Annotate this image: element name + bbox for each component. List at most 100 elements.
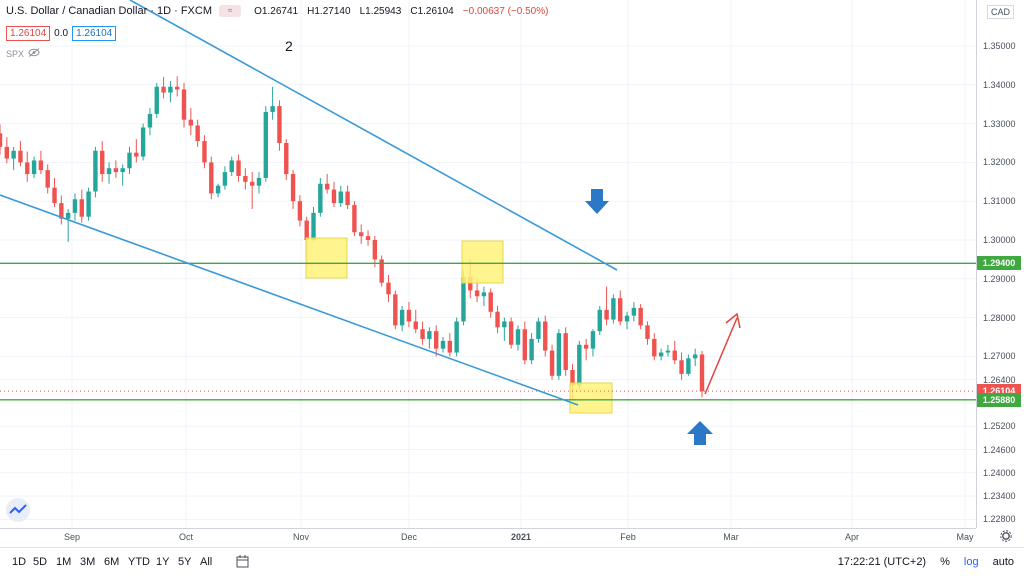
candle-body [175,86,180,90]
candle-body [672,350,677,361]
legend-toggle-icon[interactable]: ≈ [219,5,242,18]
range-button-5d[interactable]: 5D [33,556,48,568]
candle-body [52,187,57,204]
settings-gear-icon[interactable] [1000,530,1012,545]
ohlc-change: −0.00637 (−0.50%) [462,6,549,17]
price-axis[interactable]: CAD 1.35000 1.34000 1.33000 1.32000 1.31000 1… [976,0,1024,528]
price-tick-label: 1.32000 [983,157,1016,168]
candle-body [263,111,269,178]
candle-body [277,106,282,143]
candle-body [372,240,378,260]
candle-body [324,183,330,190]
candle-body [154,86,159,114]
ohlc-low: L1.25943 [359,6,402,17]
lower-trendline[interactable] [0,194,579,406]
candle-body [161,86,166,93]
highlight-box[interactable] [461,240,504,284]
upper-trendline[interactable] [129,0,618,271]
candle-body [577,344,582,386]
price-tick-label: 1.25200 [983,421,1016,432]
time-tick-label: Sep [63,532,81,542]
candle-body [331,189,337,204]
candle-body [379,259,384,283]
price-tick-label: 1.33000 [983,118,1016,129]
down-arrow-icon[interactable] [585,189,609,214]
sell-price-button[interactable]: 1.26104 [6,26,51,41]
candle-body [365,236,371,240]
candle-body [679,360,684,374]
range-button-5y[interactable]: 5Y [178,556,192,568]
candle-body [645,325,650,339]
candle-body [570,369,575,386]
candle-body [529,338,534,361]
range-button-3m[interactable]: 3M [80,556,96,568]
candle-body [604,309,609,320]
range-button-1d[interactable]: 1D [12,556,27,568]
eye-hidden-icon[interactable] [28,48,40,59]
candle-body [202,141,207,163]
candle-body [590,331,596,349]
candle-body [249,181,255,186]
candle-body [556,333,562,376]
candle-body [386,282,391,295]
range-button-6m[interactable]: 6M [104,556,120,568]
symbol-title[interactable]: U.S. Dollar / Canadian Dollar · 1D · FXC… [6,5,213,17]
highlight-box[interactable] [305,237,348,279]
tradingview-logo-icon[interactable] [6,498,30,522]
candle-body [427,331,432,339]
ohlc-open: O1.26741 [254,6,299,17]
chart-area[interactable] [0,0,976,528]
range-button-ytd[interactable]: YTD [128,556,150,568]
candle-body [11,150,16,159]
drawing-label[interactable]: 2 [285,38,293,54]
candle-body [18,150,23,163]
up-arrow-icon[interactable] [687,421,713,445]
candle-body [311,212,316,240]
price-chart[interactable] [0,0,976,528]
candle-body [59,203,64,219]
price-tick-label: 1.31000 [983,196,1016,207]
projection-arrow-line[interactable] [704,317,738,395]
percent-scale-button[interactable]: % [940,556,950,568]
spread-value: 0.0 [54,28,69,39]
chart-legend: U.S. Dollar / Canadian Dollar · 1D · FXC… [6,5,549,18]
auto-scale-button[interactable]: auto [992,556,1014,568]
time-tick-label: Oct [178,532,194,542]
candle-body [454,321,459,353]
candle-body [65,212,71,219]
highlight-box[interactable] [569,382,613,414]
candle-body [188,119,194,126]
price-tick-label: 1.34000 [983,79,1016,90]
candle-body [393,294,398,326]
time-tick-label: Feb [620,532,636,542]
time-axis[interactable]: Sep Oct Nov Dec 2021 Feb Mar Apr May [0,528,976,547]
log-scale-button[interactable]: log [963,556,979,568]
price-tick-label: 1.22800 [983,514,1016,525]
candle-body [658,352,664,357]
time-tick-label: 2021 [510,532,532,542]
candle-body [0,133,3,147]
candle-body [665,350,671,353]
candle-body [433,331,439,349]
currency-badge[interactable]: CAD [987,5,1015,19]
range-button-1m[interactable]: 1M [56,556,72,568]
candle-body [345,191,350,206]
indicator-label[interactable]: SPX [6,48,25,59]
candle-body [624,315,630,322]
candle-body [120,168,125,173]
candle-body [563,333,568,370]
range-button-1y[interactable]: 1Y [156,556,170,568]
candle-body [134,152,139,157]
range-button-all[interactable]: All [200,556,213,568]
candle-body [481,292,487,297]
candle-body [638,307,643,326]
clock-time[interactable]: 17:22:21 (UTC+2) [837,556,927,568]
candle-body [31,160,37,175]
projection-arrowhead [725,312,741,329]
buy-price-button[interactable]: 1.26104 [72,26,117,41]
price-tick-label: 1.35000 [983,41,1016,51]
candle-body [399,309,405,326]
candle-body [515,329,521,345]
quote-row: 1.26104 0.0 1.26104 [6,26,117,41]
calendar-range-icon[interactable] [236,555,250,571]
